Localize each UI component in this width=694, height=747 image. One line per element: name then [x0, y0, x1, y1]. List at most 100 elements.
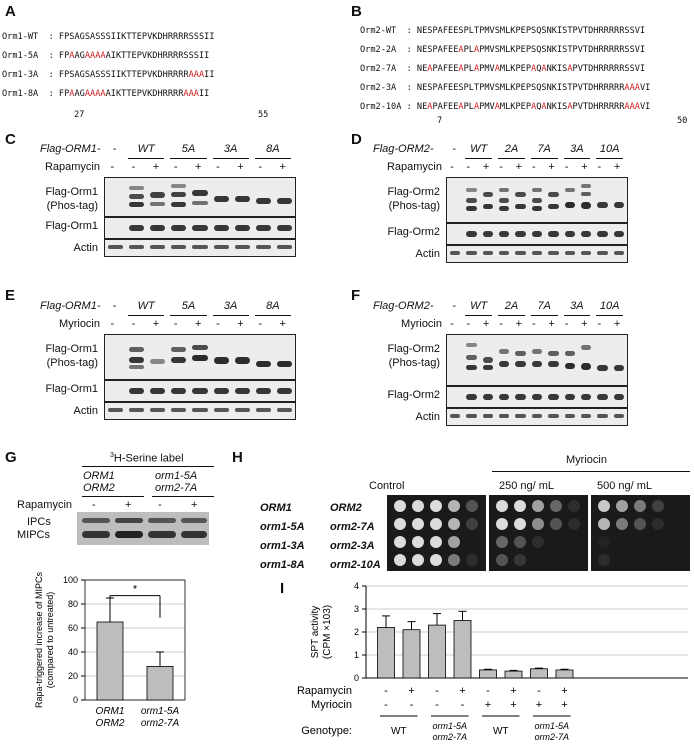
construct-label: Flag-ORM1-	[40, 143, 101, 155]
condition-sign: -	[384, 699, 388, 711]
sequence-row: Orm2-3A : NESPAFEESPLTPMVSMLKPEPSQSNKIST…	[360, 84, 650, 103]
genotype-value: WT	[493, 726, 509, 737]
condition-sign: -	[410, 699, 414, 711]
band	[171, 408, 187, 412]
condition-sign: +	[536, 699, 542, 711]
group-underline	[530, 158, 558, 159]
yeast-spot	[514, 536, 526, 548]
treatment-sign: +	[482, 161, 490, 173]
treatment-sign: +	[152, 318, 160, 330]
blot-image	[446, 386, 628, 408]
yeast-spot	[466, 518, 478, 530]
treatment-sign: -	[597, 318, 602, 330]
band	[548, 204, 559, 209]
group-underline	[254, 315, 291, 316]
band	[531, 206, 543, 211]
band	[531, 361, 543, 367]
band	[564, 363, 575, 369]
bar	[428, 624, 446, 679]
blot-image	[446, 334, 628, 386]
bar	[530, 668, 548, 679]
group-label: 3A	[223, 143, 238, 155]
y-axis-label-2: (compared to untreated)	[45, 592, 55, 689]
y-tick-label: 20	[68, 671, 78, 681]
band	[171, 184, 187, 188]
band	[515, 231, 526, 237]
treatment-sign: -	[564, 318, 569, 330]
treatment-sign: -	[131, 318, 136, 330]
band	[499, 349, 510, 354]
band	[548, 231, 559, 237]
band	[213, 245, 229, 249]
band	[482, 231, 494, 237]
condition-sign: -	[435, 699, 439, 711]
group-label: 8A	[266, 300, 280, 312]
strain-label: orm2-3A	[330, 540, 375, 552]
blot-row-label: Flag-Orm1	[45, 220, 98, 232]
yeast-spot	[496, 536, 508, 548]
genotype-value: orm1-5A	[432, 721, 467, 731]
x-tick-label: ORM1	[96, 706, 125, 717]
treatment-sign: -	[450, 318, 454, 330]
seq-b-end: 50	[677, 116, 688, 126]
panel-letter-f: F	[351, 287, 361, 304]
blot-row-label: Actin	[415, 411, 440, 423]
treatment-label: Myriocin	[401, 318, 442, 330]
yeast-spot	[496, 500, 508, 512]
treatment-sign: -	[466, 318, 471, 330]
band	[580, 202, 592, 209]
treatment-sign: +	[548, 161, 555, 173]
blot-row-label: Actin	[415, 248, 440, 260]
yeast-spot	[634, 518, 646, 530]
band	[192, 355, 208, 361]
g-col2-top: orm1-5A	[155, 470, 198, 482]
yeast-spot	[532, 518, 544, 530]
genotype-value: orm1-5A	[534, 721, 569, 731]
strain-label: ORM2	[330, 502, 362, 514]
band	[482, 251, 494, 255]
group-underline	[498, 158, 525, 159]
sequence-name: Orm2-7A :	[360, 64, 417, 74]
band	[580, 363, 592, 370]
condition-label: Rapamycin	[297, 685, 352, 697]
band	[234, 196, 250, 202]
band	[213, 408, 229, 412]
group-underline	[596, 315, 623, 316]
condition-sign: +	[561, 699, 567, 711]
strain-label: orm1-5A	[260, 521, 305, 533]
blot-image	[446, 177, 628, 223]
yeast-spot	[532, 500, 544, 512]
yeast-spot	[616, 518, 628, 530]
yeast-spot	[430, 554, 442, 566]
band	[276, 408, 292, 412]
band	[255, 408, 271, 412]
band	[213, 196, 229, 202]
band	[515, 351, 526, 356]
yeast-spot	[412, 554, 424, 566]
band	[613, 394, 624, 400]
treatment-sign: -	[597, 161, 602, 173]
band	[192, 408, 208, 412]
band	[482, 204, 494, 209]
band	[213, 225, 229, 231]
group-underline	[563, 315, 591, 316]
yeast-spot	[394, 536, 406, 548]
band	[499, 188, 510, 192]
group-label: 7A	[537, 300, 551, 312]
condition-sign: +	[510, 699, 516, 711]
band	[192, 201, 208, 205]
y-tick-label: 100	[63, 575, 78, 585]
yeast-spot	[550, 518, 562, 530]
group-label: 5A	[181, 300, 196, 312]
band	[276, 225, 292, 231]
band	[482, 357, 494, 363]
condition-sign: -	[537, 685, 541, 697]
group-label: 3A	[570, 300, 584, 312]
band	[597, 394, 608, 400]
band	[276, 198, 292, 204]
band	[499, 198, 510, 203]
group-label: 3A	[223, 300, 238, 312]
band	[580, 192, 592, 196]
band	[466, 251, 477, 255]
yeast-spot	[598, 500, 610, 512]
